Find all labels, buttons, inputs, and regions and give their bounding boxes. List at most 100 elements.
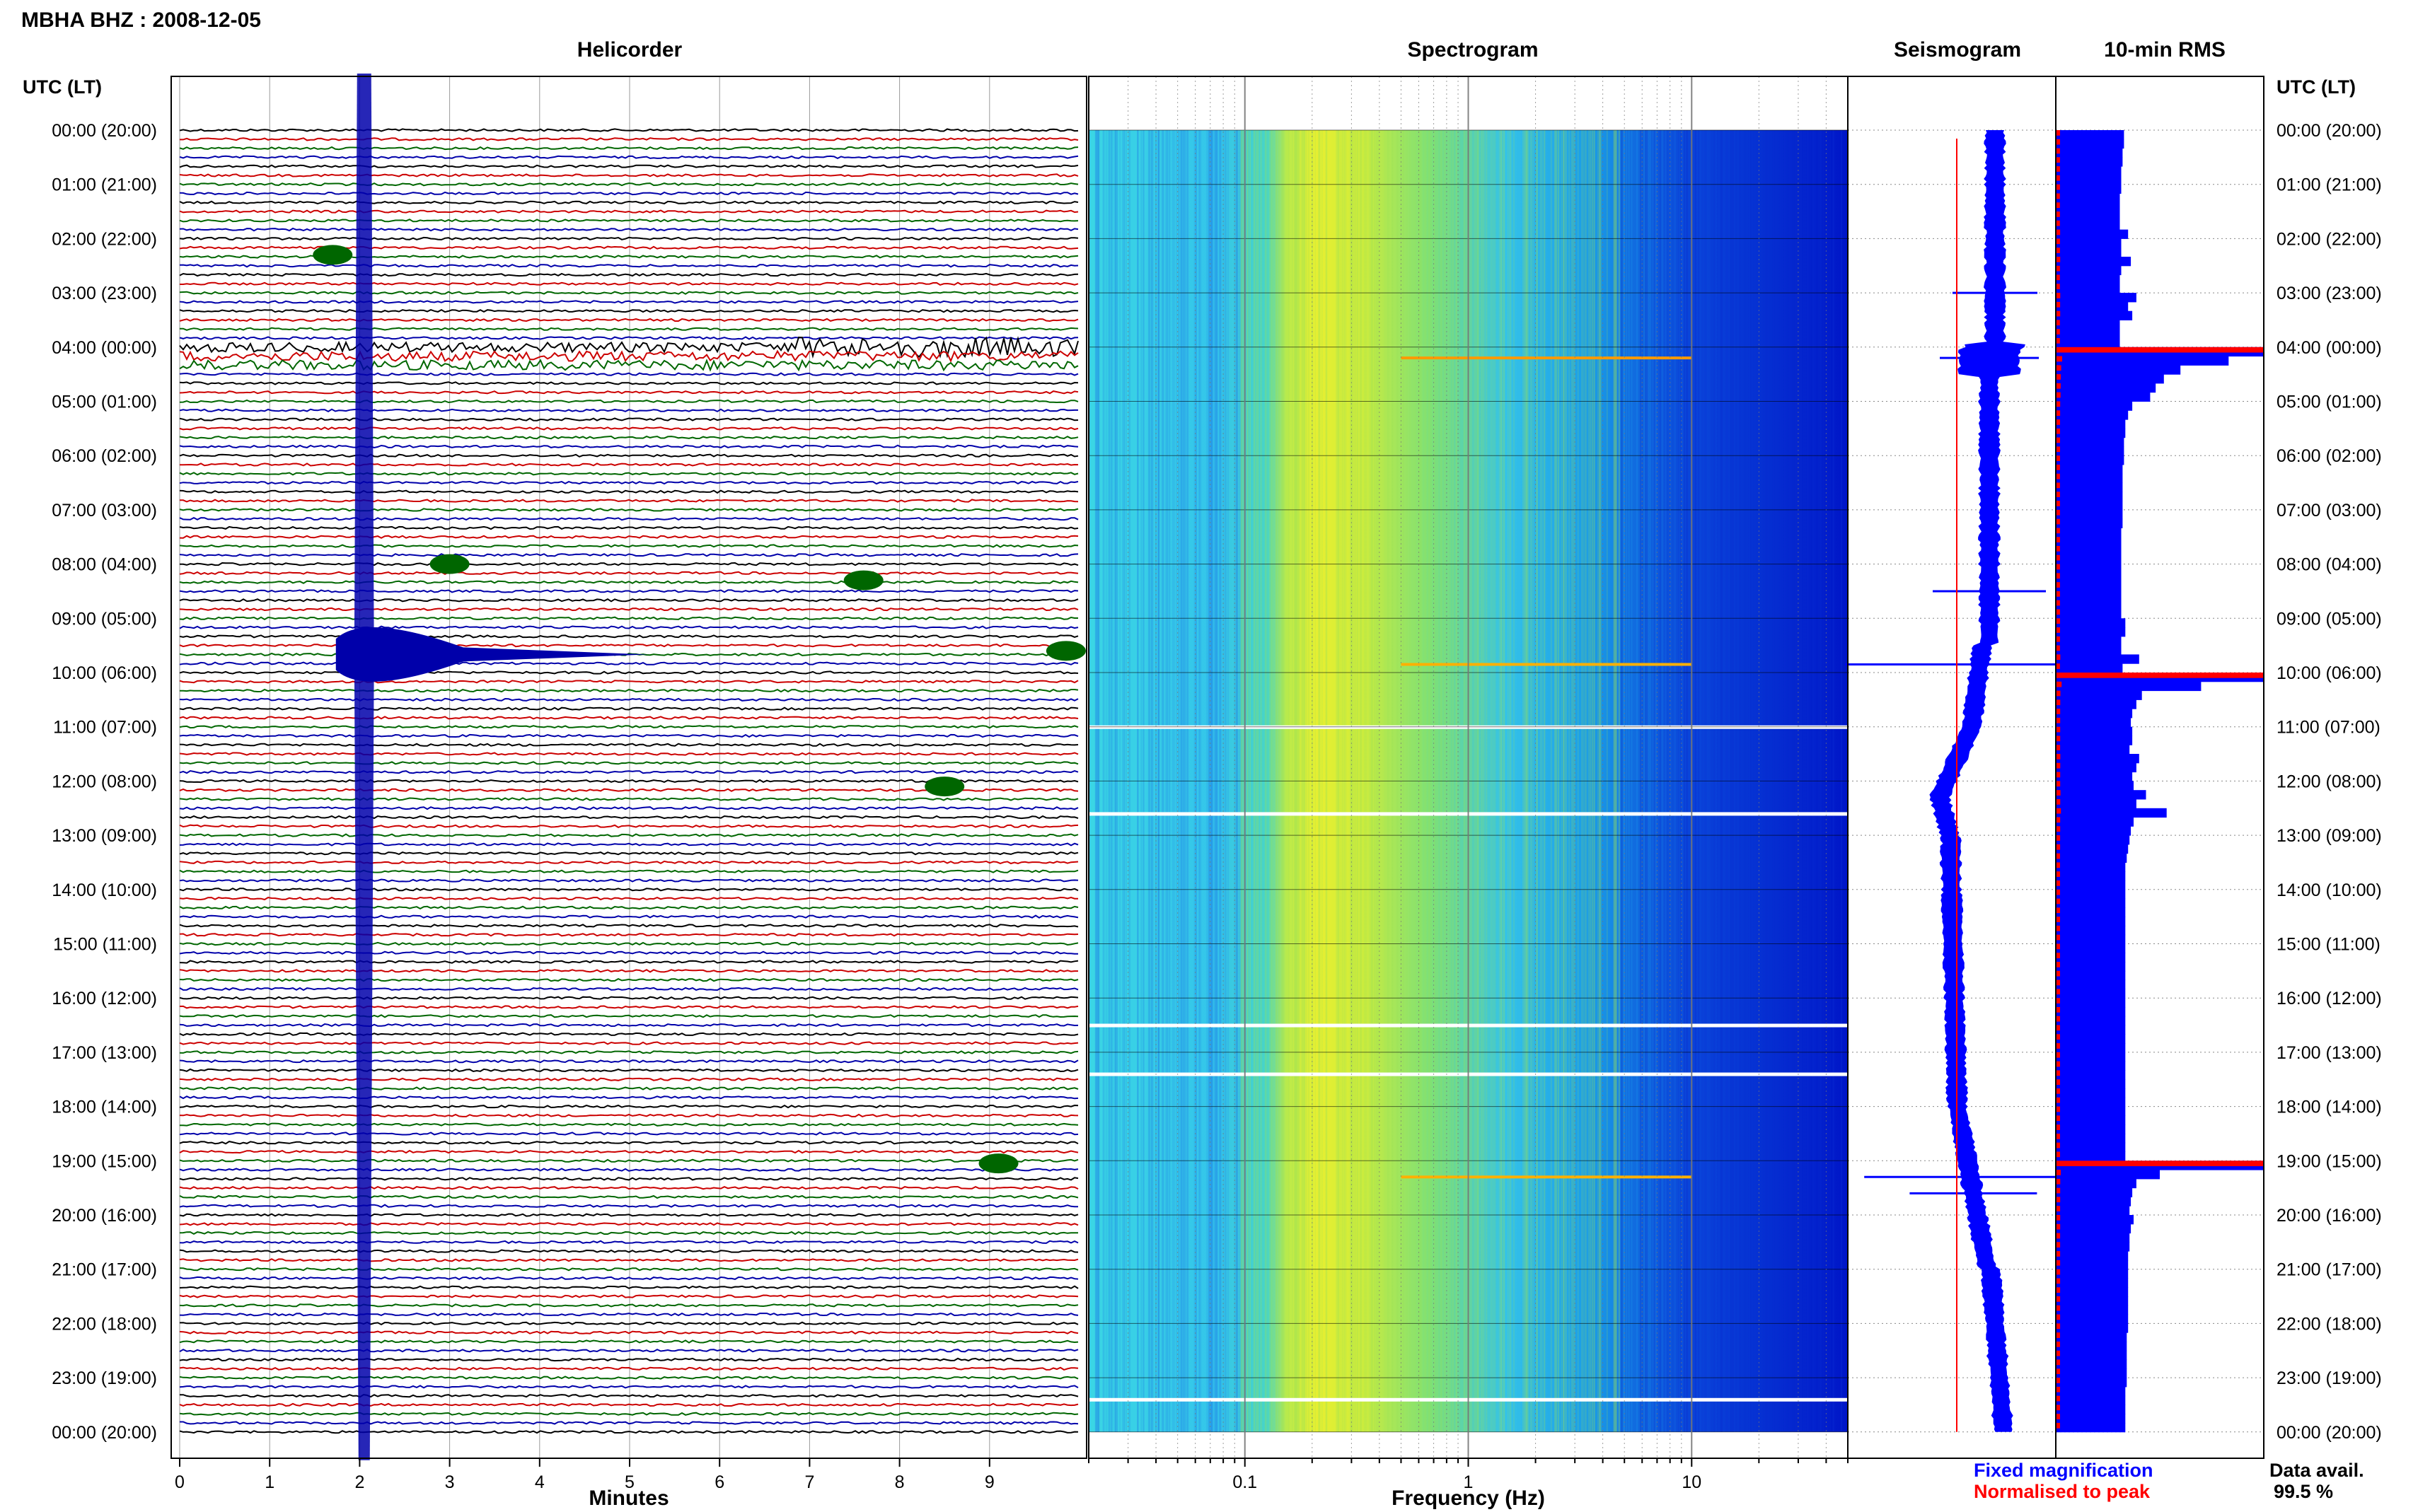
rms-bar xyxy=(2057,627,2126,637)
trace-row xyxy=(179,1285,1079,1290)
rms-peak-bar xyxy=(2057,248,2060,253)
rms-bar xyxy=(2057,953,2126,963)
rms-bar xyxy=(2057,1332,2127,1342)
time-label-right: 19:00 (15:00) xyxy=(2277,1151,2382,1171)
rms-bar xyxy=(2057,1233,2130,1243)
rms-bar xyxy=(2057,699,2136,709)
time-label-right: 17:00 (13:00) xyxy=(2277,1043,2382,1063)
trace-row xyxy=(179,607,1079,612)
left-axis-label: UTC (LT) xyxy=(23,76,102,98)
rms-bar xyxy=(2057,546,2122,556)
rms-bar xyxy=(2057,193,2120,203)
rms-peak-bar xyxy=(2057,573,2060,579)
tick-label: 1 xyxy=(265,1472,274,1492)
time-label-right: 12:00 (08:00) xyxy=(2277,772,2382,791)
helicorder-header: Helicorder xyxy=(577,38,683,62)
trace-row xyxy=(179,516,1079,521)
rms-peak-bar xyxy=(2057,284,2060,289)
rms-bar xyxy=(2057,917,2126,926)
trace-row xyxy=(179,733,1079,738)
rms-peak-bar xyxy=(2057,320,2060,326)
availability-value: 99.5 % xyxy=(2274,1481,2333,1502)
rms-bar xyxy=(2057,365,2181,375)
rms-peak-bar xyxy=(2057,1342,2060,1347)
rms-peak-bar xyxy=(2057,654,2061,661)
rms-bar xyxy=(2057,139,2124,149)
trace-row xyxy=(179,1376,1079,1380)
rms-bar xyxy=(2057,130,2124,140)
trace-row xyxy=(179,227,1079,232)
trace-row xyxy=(179,769,1079,774)
rms-peak-bar xyxy=(2057,492,2060,497)
rms-peak-bar xyxy=(2057,817,2061,823)
rms-peak-bar xyxy=(2057,528,2060,534)
rms-peak-bar xyxy=(2057,157,2060,163)
rms-bar xyxy=(2057,989,2126,999)
trace-row xyxy=(179,1168,1079,1172)
trace-row xyxy=(179,661,1079,665)
time-label-right: 21:00 (17:00) xyxy=(2277,1260,2382,1280)
rms-peak-bar xyxy=(2057,1359,2060,1366)
rms-bar xyxy=(2057,591,2122,601)
rms-bar xyxy=(2057,482,2123,492)
rms-bar xyxy=(2057,329,2120,339)
trace-row xyxy=(179,869,1079,873)
rms-peak-bar xyxy=(2057,518,2060,525)
rms-peak-bar xyxy=(2057,148,2060,154)
time-label-right: 08:00 (04:00) xyxy=(2277,555,2382,575)
rms-bar xyxy=(2057,528,2122,537)
trace-row xyxy=(179,1402,1079,1407)
time-label-right: 00:00 (20:00) xyxy=(2277,121,2382,141)
spec-event-line xyxy=(1401,356,1692,360)
trace-row xyxy=(179,1050,1079,1054)
rms-peak-bar xyxy=(2057,862,2060,868)
rms-peak-bar xyxy=(2057,1134,2060,1139)
trace-row xyxy=(179,680,1079,684)
rms-peak-bar xyxy=(2057,645,2060,651)
trace-row xyxy=(179,1023,1079,1028)
time-label-left: 14:00 (10:00) xyxy=(52,880,157,900)
quake-spindle xyxy=(354,74,374,1460)
rms-bar xyxy=(2057,1350,2127,1361)
trace-row xyxy=(180,499,1079,503)
rms-peak-bar xyxy=(2057,437,2060,443)
trace-row xyxy=(179,1240,1079,1244)
tick-label: 2 xyxy=(354,1472,364,1492)
trace-row xyxy=(179,300,1079,304)
trace-row xyxy=(179,1095,1079,1100)
rms-peak-bar xyxy=(2057,1305,2061,1311)
rms-peak-bar xyxy=(2057,1414,2060,1419)
time-label-right: 07:00 (03:00) xyxy=(2277,501,2382,521)
trace-row xyxy=(179,752,1079,756)
rms-peak-bar xyxy=(2057,419,2060,425)
rms-peak-bar xyxy=(2057,943,2060,950)
rms-peak-bar xyxy=(2057,808,2061,814)
rms-bar xyxy=(2057,229,2129,239)
time-label-left: 15:00 (11:00) xyxy=(53,935,157,955)
rms-peak-bar xyxy=(2057,790,2061,796)
trace-row xyxy=(179,924,1079,928)
rms-bar xyxy=(2057,473,2123,484)
helicorder-x-ticks: 0 1 2 3 4 5 6 7 8 9 xyxy=(175,1458,995,1492)
time-label-left: 10:00 (06:00) xyxy=(52,663,157,683)
rms-bar xyxy=(2057,835,2130,845)
trace-row xyxy=(179,571,1079,576)
spec-event-line xyxy=(1401,1175,1692,1179)
trace-row xyxy=(179,644,1079,648)
time-label-right: 15:00 (11:00) xyxy=(2277,935,2381,955)
rms-bar xyxy=(2057,265,2122,276)
rms-peak-bar xyxy=(2057,1215,2061,1221)
rms-bar xyxy=(2057,844,2129,854)
trace-row xyxy=(179,860,1079,865)
rms-bar xyxy=(2057,808,2167,818)
time-label-right: 06:00 (02:00) xyxy=(2277,446,2382,466)
rms-bar xyxy=(2057,211,2120,221)
trace-row xyxy=(179,670,1079,675)
rms-peak-bar xyxy=(2057,673,2263,678)
rms-peak-bar xyxy=(2057,274,2060,281)
rms-peak-bar xyxy=(2057,726,2061,733)
rms-peak-bar xyxy=(2057,781,2061,787)
trace-row xyxy=(179,1231,1079,1235)
trace-row xyxy=(179,444,1079,449)
trace-row xyxy=(179,200,1079,204)
